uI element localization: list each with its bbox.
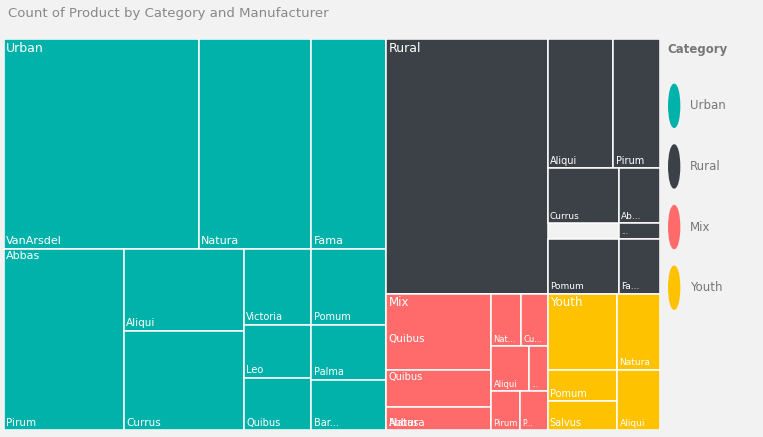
Bar [4,39,199,249]
Text: VanArsdel: VanArsdel [6,236,62,246]
Bar [491,347,529,392]
Bar [386,347,548,430]
Text: Natura: Natura [201,236,240,246]
Bar [386,370,491,407]
Bar [491,294,521,347]
Bar [548,294,617,370]
Bar [244,325,311,378]
Bar [386,294,548,347]
Text: Youth: Youth [690,281,723,294]
Text: Rural: Rural [388,42,421,55]
Bar [521,294,548,347]
Text: Urban: Urban [690,99,726,112]
Text: Currus: Currus [550,212,580,221]
Text: Natura: Natura [620,358,650,368]
Text: Cu...: Cu... [523,335,542,344]
Bar [619,239,660,294]
Text: Urban: Urban [6,42,43,55]
Text: Count of Product by Category and Manufacturer: Count of Product by Category and Manufac… [8,7,328,20]
Text: ...: ... [621,227,628,236]
Bar [244,249,311,325]
Bar [4,39,199,249]
Bar [311,325,386,380]
Text: Victoria: Victoria [246,312,283,323]
Text: Natura: Natura [388,418,424,428]
Bar [617,370,660,430]
Bar [613,39,660,168]
Bar [491,392,520,430]
Text: Bar...: Bar... [314,418,339,428]
Circle shape [668,145,680,188]
Bar [548,39,613,168]
Text: Palma: Palma [314,367,343,377]
Bar [529,347,548,392]
Bar [548,401,617,430]
Bar [548,370,617,401]
Circle shape [668,205,680,249]
Text: ...: ... [531,380,538,389]
Bar [619,223,660,239]
Text: P...: P... [522,419,533,428]
Text: Fa...: Fa... [621,282,639,291]
Text: Quibus: Quibus [246,418,280,428]
Bar [548,239,619,294]
Bar [548,168,619,223]
Text: Aliqui: Aliqui [126,319,156,328]
Text: Youth: Youth [550,296,582,309]
Text: Rural: Rural [690,160,721,173]
Text: Currus: Currus [126,418,161,428]
Bar [386,39,548,294]
Bar [311,380,386,430]
Text: Mix: Mix [690,221,710,233]
Text: Ab...: Ab... [621,212,642,221]
Text: Aliqui: Aliqui [494,380,517,389]
Bar [311,39,386,249]
Text: Pomum: Pomum [550,389,587,399]
Text: Fama: Fama [314,236,343,246]
Text: Salvus: Salvus [550,418,581,428]
Bar [199,39,311,249]
Text: Aliqui: Aliqui [550,156,577,166]
Bar [617,294,660,370]
Bar [520,392,548,430]
Bar [386,407,491,430]
Circle shape [668,84,680,127]
Bar [124,331,244,430]
Text: Nat...: Nat... [494,335,516,344]
Bar [4,249,124,430]
Text: Category: Category [667,43,727,56]
Circle shape [668,266,680,309]
Text: Pirum: Pirum [494,419,518,428]
Text: Pirum: Pirum [616,156,644,166]
Bar [386,294,491,370]
Text: Abbas: Abbas [6,251,40,261]
Text: Pomum: Pomum [314,312,350,323]
Bar [244,378,311,430]
Bar [4,249,124,430]
Text: Mix: Mix [388,296,409,309]
Bar [124,249,244,331]
Text: Pirum: Pirum [6,418,36,428]
Text: Aliqui: Aliqui [620,419,645,428]
Text: Leo: Leo [246,365,263,375]
Bar [619,168,660,223]
Text: Quibus: Quibus [388,334,425,344]
Text: Abbas: Abbas [388,418,419,428]
Text: Quibus: Quibus [388,372,423,382]
Bar [311,249,386,325]
Text: Pomum: Pomum [550,282,584,291]
